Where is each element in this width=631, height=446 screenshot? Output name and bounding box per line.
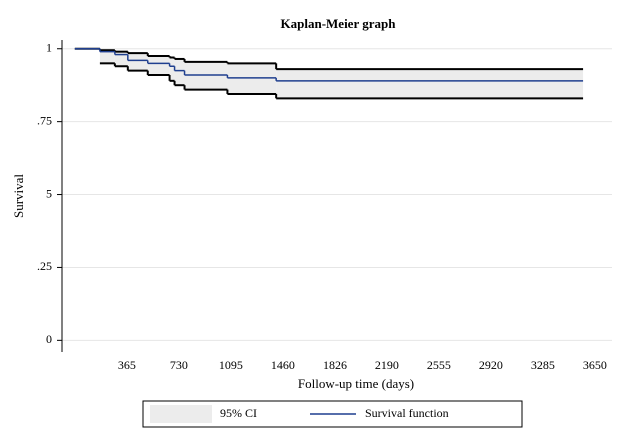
x-tick-label: 2555 [427, 358, 451, 372]
y-tick-label: .25 [37, 259, 52, 273]
x-tick-label: 1095 [219, 358, 243, 372]
y-tick-label: 1 [46, 40, 52, 54]
x-tick-label: 2190 [375, 358, 399, 372]
y-tick-label: .75 [37, 113, 52, 127]
y-tick-label: 0 [46, 332, 52, 346]
ci-band [99, 50, 115, 64]
ci-band [276, 69, 584, 99]
y-tick-label: 5 [46, 186, 52, 200]
x-tick-label: 3650 [583, 358, 607, 372]
ci-band [147, 56, 170, 75]
chart-title: Kaplan-Meier graph [281, 16, 397, 31]
x-tick-label: 730 [170, 358, 188, 372]
ci-band [174, 58, 185, 86]
x-axis-label: Follow-up time (days) [298, 376, 414, 391]
ci-band [169, 57, 175, 81]
legend-label: Survival function [365, 406, 449, 420]
x-tick-label: 365 [118, 358, 136, 372]
legend-box [142, 400, 523, 428]
y-axis-label: Survival [11, 174, 26, 218]
x-tick-label: 1460 [271, 358, 295, 372]
x-tick-label: 3285 [531, 358, 555, 372]
x-tick-label: 1826 [323, 358, 347, 372]
x-tick-label: 2920 [479, 358, 503, 372]
legend-swatch [150, 405, 212, 423]
ci-band [127, 53, 148, 71]
legend-label: 95% CI [220, 406, 257, 420]
